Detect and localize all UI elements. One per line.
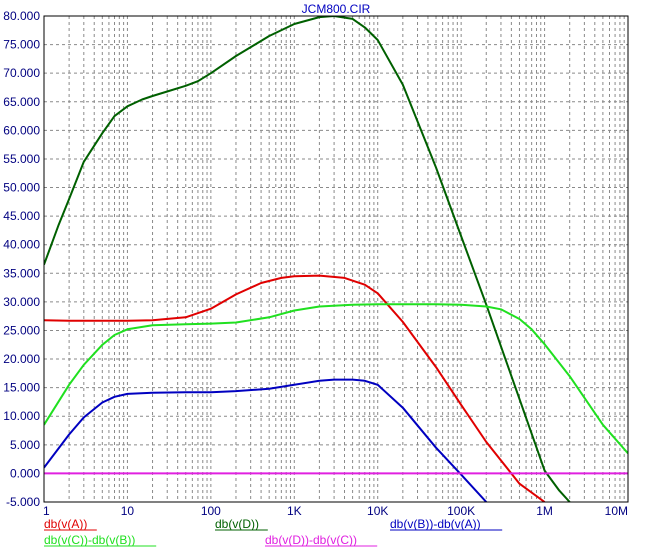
series-line-db-v-d- xyxy=(44,16,571,502)
y-axis-ticks: 80.000 75.000 70.000 65.000 60.000 55.000 50.0… xyxy=(3,9,40,509)
y-tick-label: -5.000 xyxy=(6,495,40,509)
legend-entry: db(v(C))-db(v(B)) xyxy=(44,533,135,547)
y-tick-label: 0.000 xyxy=(10,466,40,480)
x-tick-label: 100K xyxy=(447,504,475,518)
y-tick-label: 70.000 xyxy=(3,66,40,80)
y-tick-label: 30.000 xyxy=(3,295,40,309)
y-tick-label: 10.000 xyxy=(3,409,40,423)
chart-grid xyxy=(44,16,628,502)
y-tick-label: 25.000 xyxy=(3,323,40,337)
x-tick-label: 1K xyxy=(287,504,302,518)
y-tick-label: 60.000 xyxy=(3,123,40,137)
y-tick-label: 40.000 xyxy=(3,238,40,252)
legend: db(v(A)) db(v(D)) db(v(B))-db(v(A)) db(v(C)… xyxy=(44,517,503,547)
legend-entry: db(v(B))-db(v(A)) xyxy=(390,517,481,531)
plot-frame xyxy=(43,15,629,503)
x-tick-label: 1 xyxy=(43,504,50,518)
x-tick-label: 100 xyxy=(201,504,221,518)
y-tick-label: 35.000 xyxy=(3,266,40,280)
chart-title: JCM800.CIR xyxy=(302,2,371,16)
legend-entry: db(v(A)) xyxy=(44,517,87,531)
x-tick-label: 10M xyxy=(605,504,628,518)
x-tick-label: 10K xyxy=(367,504,388,518)
y-tick-label: 20.000 xyxy=(3,352,40,366)
legend-entry: db(v(D)) xyxy=(215,517,259,531)
y-tick-label: 45.000 xyxy=(3,209,40,223)
plot-area xyxy=(44,16,628,502)
y-tick-label: 15.000 xyxy=(3,381,40,395)
x-tick-label: 10 xyxy=(121,504,135,518)
y-tick-label: 5.000 xyxy=(10,438,40,452)
series-line-db-v-a- xyxy=(44,274,546,502)
legend-entry: db(v(D))-db(v(C)) xyxy=(265,533,357,547)
y-tick-label: 75.000 xyxy=(3,38,40,52)
y-tick-label: 50.000 xyxy=(3,181,40,195)
series-line-db-v-c-db-v-b- xyxy=(44,303,628,455)
x-tick-label: 1M xyxy=(536,504,553,518)
y-tick-label: 55.000 xyxy=(3,152,40,166)
series-line-db-v-b-db-v-a- xyxy=(44,378,488,502)
x-axis-ticks: 1 10 100 1K 10K 100K 1M 10M xyxy=(43,504,628,518)
y-tick-label: 80.000 xyxy=(3,9,40,23)
y-tick-label: 65.000 xyxy=(3,95,40,109)
